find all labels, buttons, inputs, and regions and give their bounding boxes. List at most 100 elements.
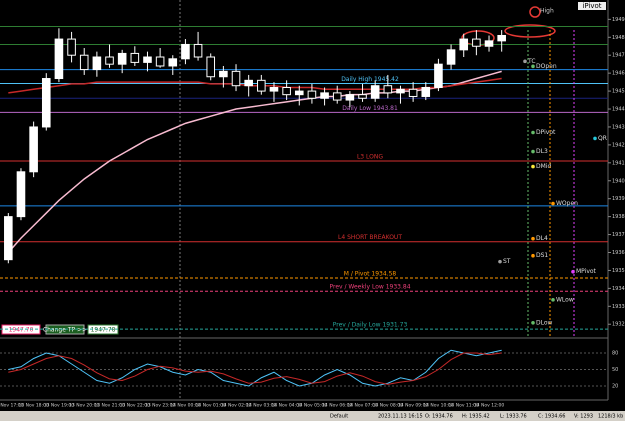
candle-body: [181, 43, 190, 60]
moving-average: [7, 70, 502, 253]
candle-body: [370, 85, 380, 99]
y-tick-label: 1945.00: [612, 89, 625, 95]
candle-body: [358, 94, 367, 99]
candle-body: [497, 34, 506, 42]
candle-body: [408, 88, 418, 97]
x-tick-label: 14 Nov 01:00: [196, 403, 226, 409]
level-label: Prev / Daily Low 1931.73: [333, 322, 408, 329]
candle-body: [472, 38, 481, 47]
candle-body: [269, 87, 279, 92]
marker-label: WLow: [556, 296, 574, 303]
x-tick-label: 14 Nov 08:00: [373, 403, 403, 409]
y-tick-label: 1938.00: [612, 214, 625, 220]
candle-body: [345, 94, 355, 101]
y-tick-label: 1943.00: [612, 124, 625, 130]
status-text: O: 1934.76: [425, 414, 453, 420]
y-tick-label: 1936.00: [612, 250, 625, 256]
candle-body: [244, 79, 253, 87]
marker-label: WOpen: [556, 200, 578, 207]
marker-dot: [531, 130, 535, 135]
y-tick-label: 1940.00: [612, 178, 625, 184]
status-text: Default: [330, 414, 348, 420]
marker-dot: [531, 149, 535, 154]
x-tick-label: 13 Nov 23:00: [145, 403, 175, 409]
x-tick-label: 14 Nov 04:00: [271, 403, 301, 409]
tag-high: High: [540, 8, 554, 15]
x-tick-label: 14 Nov 09:00: [398, 403, 428, 409]
y-tick-label: 1944.00: [612, 107, 625, 113]
x-tick-label: 13 Nov 18:00: [18, 403, 48, 409]
price-left[interactable]: 1947.70: [9, 327, 34, 334]
candle-body: [320, 92, 329, 99]
tag-box: [578, 2, 606, 10]
y-tick-label: 1942.00: [612, 142, 625, 148]
marker-label: DMid: [536, 163, 551, 170]
marker-label: ST: [503, 258, 511, 265]
candle-body: [231, 70, 241, 87]
candle-body: [446, 49, 456, 65]
level-label: Prev / Weekly Low 1933.84: [329, 284, 410, 291]
x-tick-label: 14 Nov 07:00: [347, 403, 377, 409]
marker-dot: [531, 236, 535, 241]
candle-body: [206, 56, 216, 78]
level-label: Daily High 1945.42: [341, 76, 399, 83]
status-text: 1218/3 kb: [598, 414, 623, 420]
candle-body: [257, 79, 266, 92]
candle-body: [143, 56, 152, 63]
indicator-tick-label: 20: [612, 384, 618, 390]
moving-average: [8, 77, 502, 94]
level-label: Daily Low 1943.81: [342, 105, 398, 112]
x-tick-label: 14 Nov 06:00: [322, 403, 352, 409]
y-tick-label: 1935.00: [612, 268, 625, 274]
indicator-tick-label: 50: [612, 367, 618, 373]
y-tick-label: 1937.00: [612, 232, 625, 238]
candle-body: [168, 58, 178, 67]
marker-dot: [593, 136, 597, 141]
y-tick-label: 1939.00: [612, 196, 625, 202]
candle-body: [193, 43, 203, 58]
candle-body: [434, 63, 443, 89]
candle-body: [219, 70, 228, 78]
x-tick-label: 14 Nov 10:00: [423, 403, 453, 409]
x-tick-label: 14 Nov 00:00: [170, 403, 200, 409]
y-tick-label: 1932.00: [612, 322, 625, 328]
indicator-line: [8, 349, 502, 387]
level-label: L4 SHORT BREAKOUT: [338, 234, 402, 241]
x-tick-label: 13 Nov 21:00: [94, 403, 124, 409]
marker-dot: [531, 253, 535, 258]
marker-dot: [531, 321, 535, 325]
candle-body: [307, 90, 317, 99]
marker-dot: [551, 201, 555, 206]
x-tick-label: 14 Nov 02:00: [221, 403, 251, 409]
annotation-circle: [529, 6, 541, 18]
marker-dot: [523, 59, 527, 64]
status-bar: [0, 411, 625, 421]
marker-dot: [531, 164, 535, 169]
candle-body: [29, 126, 38, 173]
button-label[interactable]: Change TP >>: [43, 327, 87, 334]
price-right[interactable]: 1947.78: [91, 327, 116, 334]
level-label: M / Pivot 1934.58: [344, 270, 397, 277]
marker-dot: [531, 64, 535, 69]
candle-body: [4, 216, 13, 261]
candle-body: [421, 87, 431, 97]
candle-body: [130, 52, 140, 63]
status-text: C: 1934.66: [538, 414, 565, 420]
candle-body: [459, 38, 469, 51]
candle-body: [67, 38, 76, 56]
x-tick-label: 14 Nov 11:00: [449, 403, 479, 409]
candle-body: [54, 38, 64, 80]
marker-label: TC: [527, 58, 536, 65]
candle-body: [79, 54, 89, 71]
candle-body: [383, 85, 393, 94]
marker-label: QR: [598, 135, 607, 142]
candle-body: [294, 90, 304, 96]
status-text: H: 1935.42: [462, 414, 490, 420]
x-tick-label: 13 Nov 20:00: [69, 403, 99, 409]
x-tick-label: 14 Nov 05:00: [297, 403, 327, 409]
y-tick-label: 1941.00: [612, 160, 625, 166]
y-tick-label: 1949.00: [612, 17, 625, 23]
y-tick-label: 1948.00: [612, 35, 625, 41]
